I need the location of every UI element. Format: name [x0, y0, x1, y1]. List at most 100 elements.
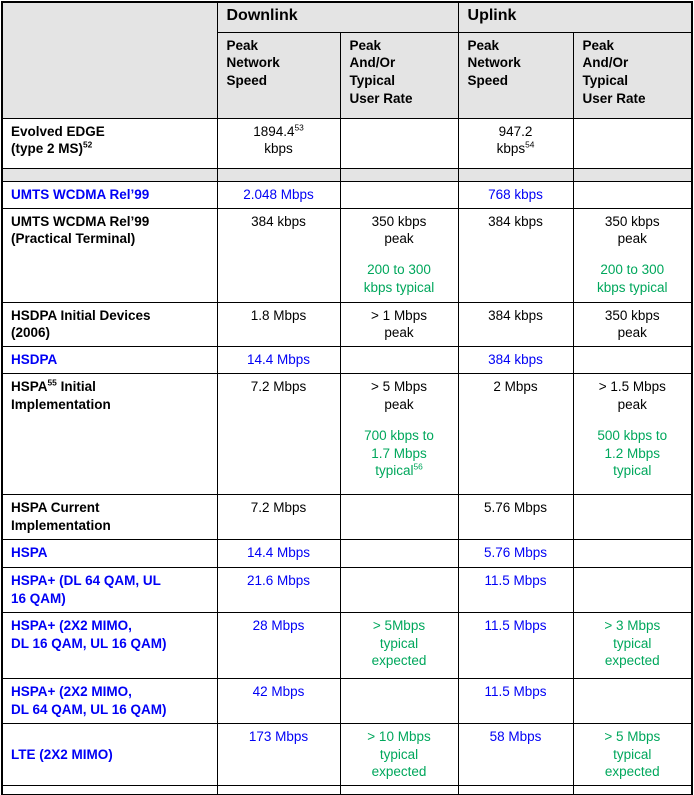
speed-value-text: 28 Mbps: [252, 617, 305, 633]
table-row: HSPA Current Implementation 7.2 Mbps 5.76 M…: [1, 494, 693, 540]
header-corner-cell: [1, 1, 218, 119]
cell-ul-user-rate: [572, 677, 693, 724]
cutoff-row: [1, 785, 693, 795]
spacer-cell: [1, 785, 218, 795]
speed-value-text: 350 kbps peak: [604, 213, 660, 247]
table-header: Downlink Uplink Peak Network Speed Peak …: [1, 1, 693, 119]
speed-value-text: 2 Mbps: [493, 379, 538, 395]
cell-dl-peak-speed: 42 Mbps: [216, 677, 341, 724]
table-row: UMTS WCDMA Rel’99 (Practical Terminal) 384…: [1, 207, 693, 303]
cell-dl-user-rate: [339, 538, 459, 568]
cell-dl-user-rate: [339, 180, 459, 209]
cell-dl-peak-speed: 21.6 Mbps: [216, 566, 341, 613]
cell-ul-peak-speed: 11.5 Mbps: [457, 566, 574, 613]
speed-value-text: 2.048 Mbps: [243, 186, 314, 202]
cell-ul-peak-speed: 58 Mbps: [457, 722, 574, 787]
cell-dl-peak-speed: 173 Mbps: [216, 722, 341, 787]
cell-ul-peak-speed: 2 Mbps: [457, 373, 574, 496]
typical-rate-text: > 5 Mbps typical expected: [604, 728, 661, 780]
cell-dl-user-rate: [339, 346, 459, 375]
table-row: HSPA+ (2X2 MIMO, DL 64 QAM, UL 16 QAM) 42 …: [1, 677, 693, 724]
cell-ul-user-rate: [572, 538, 693, 568]
table-row: UMTS WCDMA Rel’99 2.048 Mbps 768 kbps: [1, 180, 693, 209]
speed-value-text: 350 kbps peak: [371, 213, 427, 247]
row-label: HSPA: [1, 538, 218, 568]
table-row: Evolved EDGE (type 2 MS)52 1894.453 kbps 947…: [1, 117, 693, 169]
typical-rate-text: 500 kbps to 1.2 Mbps typical: [597, 427, 668, 479]
row-label: HSPA+ (2X2 MIMO, DL 16 QAM, UL 16 QAM): [1, 611, 218, 679]
typical-rate-text: 200 to 300 kbps typical: [363, 262, 435, 295]
cell-dl-peak-speed: 1894.453 kbps: [216, 117, 341, 169]
table-row: HSPA+ (DL 64 QAM, UL 16 QAM) 21.6 Mbps 11.5…: [1, 566, 693, 613]
cell-ul-peak-speed: 384 kbps: [457, 301, 574, 348]
cell-dl-user-rate: 350 kbps peak 200 to 300 kbps typical: [339, 207, 459, 303]
speed-value-text: 1894.453 kbps: [253, 122, 304, 157]
cell-ul-peak-speed: 11.5 Mbps: [457, 611, 574, 679]
speed-value-text: 14.4 Mbps: [246, 544, 311, 560]
speed-value-text: > 1.5 Mbps peak: [598, 379, 666, 412]
spacer-cell: [216, 785, 341, 795]
header-ul-peak-network-speed: Peak Network Speed: [457, 31, 574, 119]
header-sub-row: Peak Network Speed Peak And/Or Typical U…: [2, 31, 693, 119]
table-row: HSDPA Initial Devices (2006) 1.8 Mbps > 1 M…: [1, 301, 693, 348]
cell-dl-user-rate: > 1 Mbps peak: [339, 301, 459, 348]
speed-value-text: > 5 Mbps peak: [371, 379, 427, 412]
cell-dl-peak-speed: 384 kbps: [216, 207, 341, 303]
header-downlink: Downlink: [216, 1, 459, 33]
spacer-cell: [572, 785, 693, 795]
row-label: HSDPA Initial Devices (2006): [1, 301, 218, 348]
cell-dl-user-rate: [339, 677, 459, 724]
typical-rate-text: 200 to 300 kbps typical: [597, 262, 668, 295]
cell-dl-user-rate: > 10 Mbps typical expected: [339, 722, 459, 787]
table-row: HSPA55 Initial Implementation 7.2 Mbps > 5 …: [1, 373, 693, 496]
speed-value-text: 14.4 Mbps: [246, 352, 311, 368]
cell-dl-peak-speed: 7.2 Mbps: [216, 373, 341, 496]
speed-value-text: 384 kbps: [488, 213, 543, 229]
row-label: Evolved EDGE (type 2 MS)52: [1, 117, 218, 169]
speed-value-text: 384 kbps: [488, 352, 543, 368]
cell-ul-user-rate: [572, 180, 693, 209]
speed-value-text: 21.6 Mbps: [246, 572, 311, 588]
speed-value-text: 5.76 Mbps: [483, 500, 548, 516]
typical-rate-text: > 10 Mbps typical expected: [367, 728, 431, 780]
cell-ul-peak-speed: 11.5 Mbps: [457, 677, 574, 724]
typical-rate-text: > 5Mbps typical expected: [371, 617, 427, 669]
row-label: HSPA+ (DL 64 QAM, UL 16 QAM): [1, 566, 218, 613]
speed-value-text: 1.8 Mbps: [250, 307, 307, 323]
typical-rate-text: > 3 Mbps typical expected: [604, 617, 661, 669]
spacer-cell: [339, 785, 459, 795]
cell-ul-peak-speed: 768 kbps: [457, 180, 574, 209]
header-group-row: Downlink Uplink: [1, 1, 693, 119]
cell-dl-peak-speed: 1.8 Mbps: [216, 301, 341, 348]
cell-dl-peak-speed: 7.2 Mbps: [216, 494, 341, 540]
spacer-cell: [339, 167, 459, 182]
table-row: LTE (2X2 MIMO) 173 Mbps > 10 Mbps typical ex…: [1, 722, 693, 787]
table-row: HSDPA 14.4 Mbps 384 kbps: [1, 346, 693, 375]
speed-value-text: > 1 Mbps peak: [371, 307, 427, 341]
cell-dl-peak-speed: 2.048 Mbps: [216, 180, 341, 209]
cell-ul-user-rate: > 5 Mbps typical expected: [572, 722, 693, 787]
cell-dl-user-rate: [339, 117, 459, 169]
spacer-cell: [572, 167, 693, 182]
cell-dl-user-rate: > 5 Mbps peak 700 kbps to 1.7 Mbps typical56: [339, 373, 459, 496]
cell-ul-peak-speed: 384 kbps: [457, 207, 574, 303]
header-uplink: Uplink: [457, 1, 693, 33]
spacer-cell: [457, 785, 574, 795]
spacer-cell: [457, 167, 574, 182]
header-ul-typical-user-rate: Peak And/Or Typical User Rate: [572, 31, 693, 119]
cell-ul-peak-speed: 5.76 Mbps: [457, 494, 574, 540]
cell-ul-user-rate: 350 kbps peak: [572, 301, 693, 348]
cell-ul-user-rate: [572, 346, 693, 375]
cell-ul-user-rate: > 3 Mbps typical expected: [572, 611, 693, 679]
speed-value-text: 768 kbps: [488, 186, 543, 202]
row-label: UMTS WCDMA Rel’99: [1, 180, 218, 209]
header-dl-peak-network-speed: Peak Network Speed: [216, 31, 341, 119]
row-label: HSPA+ (2X2 MIMO, DL 64 QAM, UL 16 QAM): [1, 677, 218, 724]
row-label: HSPA55 Initial Implementation: [1, 373, 218, 496]
header-dl-typical-user-rate: Peak And/Or Typical User Rate: [339, 31, 459, 119]
speed-value-text: 7.2 Mbps: [250, 379, 307, 395]
speed-value-text: 11.5 Mbps: [484, 572, 547, 588]
cell-ul-user-rate: [572, 566, 693, 613]
row-label: UMTS WCDMA Rel’99 (Practical Terminal): [1, 207, 218, 303]
